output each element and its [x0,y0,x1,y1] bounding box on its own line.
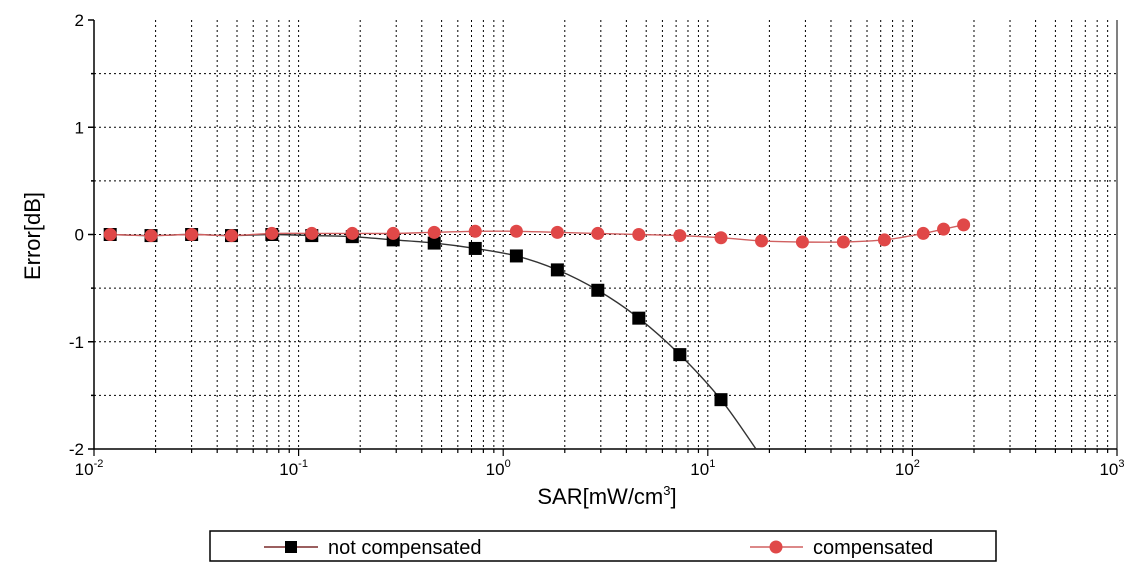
data-point-compensated [877,233,891,247]
data-point-compensated [836,235,850,249]
x-tick-label: 10-1 [279,458,308,479]
data-point-compensated [673,229,687,243]
y-axis-title: Error[dB] [20,192,45,280]
data-point-compensated [916,226,930,240]
data-point-not-compensated [673,348,687,362]
y-tick-labels: 2 1 0 -1 -2 [69,11,84,459]
data-point-compensated [550,225,564,239]
data-point-compensated [103,228,117,241]
y-tick-label: -2 [69,440,84,459]
y-tick-label: -1 [69,333,84,352]
legend-item-not-compensated: not compensated [264,537,481,559]
x-tick-label: 102 [895,458,920,479]
x-tick-label: 100 [486,458,511,479]
grid [94,20,1117,449]
legend-label-compensated: compensated [813,537,933,559]
series-markers [103,218,971,407]
legend-box [209,530,997,562]
data-point-not-compensated [468,241,482,255]
data-point-compensated [937,222,951,236]
data-point-compensated [144,229,158,243]
data-point-not-compensated [714,393,728,407]
data-point-compensated [632,228,646,241]
data-point-not-compensated [427,236,441,250]
data-point-compensated [468,224,482,238]
y-tick-label: 0 [75,226,84,245]
x-axis-title: SAR[mW/cm3] [537,483,676,509]
series-line-compensated [110,224,964,243]
plot-frame [88,19,1118,456]
data-point-compensated [957,218,971,232]
legend-label-not-compensated: not compensated [328,537,481,559]
data-point-compensated [714,231,728,245]
data-point-compensated [265,226,279,240]
data-point-not-compensated [509,249,523,263]
legend: not compensated compensated [209,530,997,562]
x-tick-label: 101 [690,458,715,479]
legend-marker-circle [769,540,783,554]
legend-marker-square [285,541,297,553]
data-point-compensated [795,235,809,249]
data-point-compensated [345,226,359,240]
data-point-compensated [386,226,400,240]
data-point-compensated [754,234,768,248]
y-tick-label: 1 [75,118,84,137]
series-lines [110,224,964,450]
data-point-compensated [305,226,319,240]
data-point-compensated [509,224,523,238]
data-point-compensated [591,226,605,240]
x-tick-label: 103 [1099,458,1124,479]
x-tick-labels: 10-2 10-1 100 101 102 103 [75,458,1125,479]
y-tick-label: 2 [75,11,84,30]
data-point-compensated [427,225,441,239]
data-point-not-compensated [550,263,564,277]
legend-item-compensated: compensated [750,537,933,559]
x-tick-label: 10-2 [75,458,104,479]
data-point-not-compensated [632,311,646,325]
data-point-compensated [185,228,199,241]
data-point-compensated [225,229,239,243]
data-point-not-compensated [591,283,605,297]
